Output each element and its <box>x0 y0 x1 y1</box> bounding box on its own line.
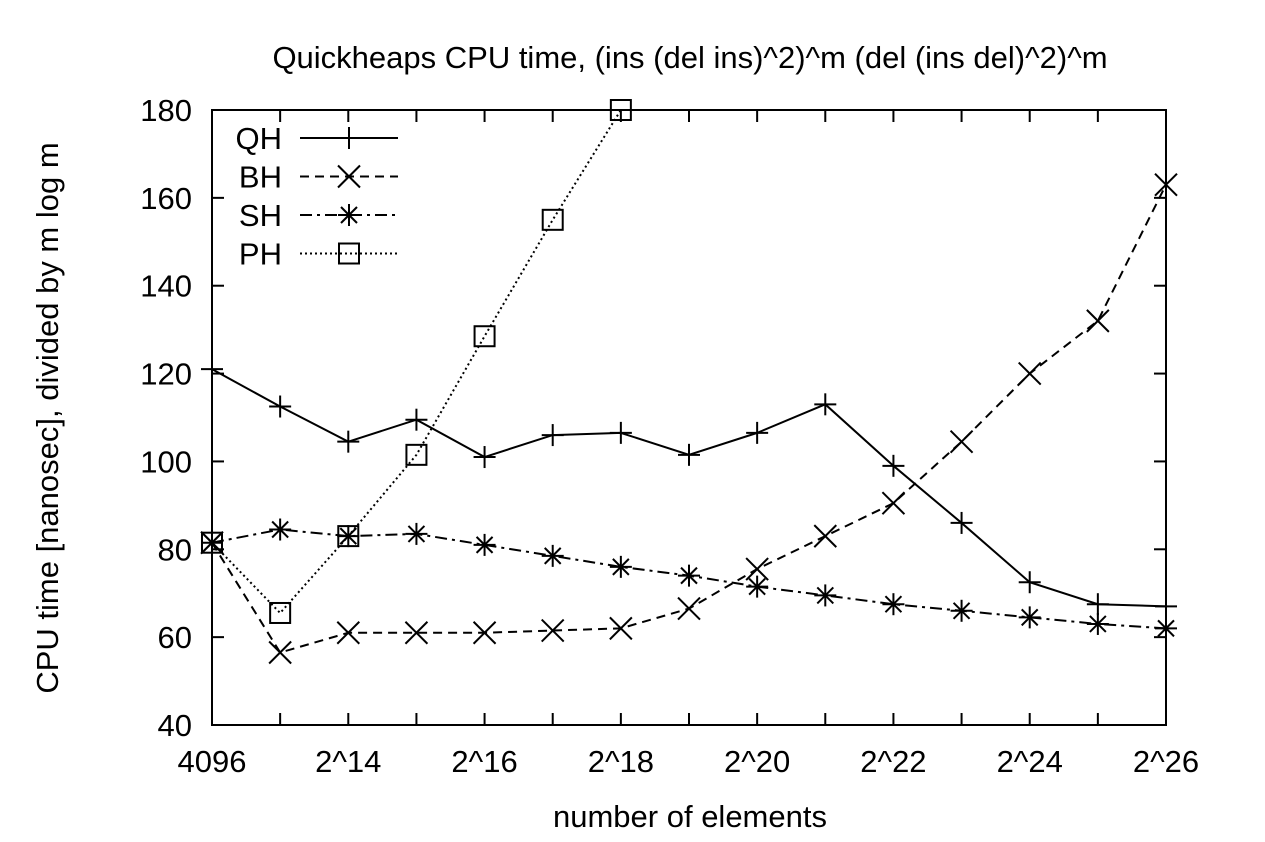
y-tick-label: 100 <box>140 444 192 479</box>
data-point-ph <box>201 531 223 554</box>
data-point-sh <box>678 564 700 587</box>
data-point-qh <box>473 446 496 469</box>
data-point-sh <box>746 575 769 598</box>
data-point-qh <box>814 393 837 416</box>
legend-label-bh: BH <box>239 160 282 195</box>
data-point-bh <box>472 621 497 645</box>
data-point-bh <box>677 596 701 621</box>
data-point-bh <box>949 429 974 454</box>
data-point-bh <box>813 524 837 548</box>
y-tick-label: 180 <box>140 93 192 128</box>
y-tick-label: 80 <box>158 532 192 567</box>
data-point-ph <box>541 208 564 231</box>
data-point-bh <box>609 616 633 641</box>
x-tick-label: 2^20 <box>724 744 790 779</box>
plot-frame <box>211 109 1167 726</box>
data-point-qh <box>269 395 292 418</box>
legend-label-qh: QH <box>236 121 283 156</box>
series-line-ph <box>211 109 622 615</box>
x-tick-label: 2^24 <box>997 744 1063 779</box>
data-point-ph <box>405 443 428 466</box>
data-point-qh <box>609 421 632 444</box>
y-tick-label: 120 <box>140 357 192 392</box>
x-axis-title: number of elements <box>553 799 827 834</box>
x-tick-label: 2^18 <box>588 744 654 779</box>
legend-marker-sh <box>338 204 360 226</box>
data-point-sh <box>950 599 973 622</box>
series-layer <box>200 99 1178 665</box>
data-point-bh <box>745 557 769 581</box>
data-point-qh <box>746 421 769 444</box>
data-point-sh <box>882 593 905 616</box>
data-point-qh <box>541 424 564 447</box>
data-point-sh <box>269 518 292 541</box>
plot-border <box>211 109 1167 726</box>
data-point-ph <box>337 525 360 548</box>
chart-title: Quickheaps CPU time, (ins (del ins)^2)^m… <box>272 40 1107 75</box>
y-axis-title: CPU time [nanosec], divided by m log m <box>30 142 65 693</box>
data-point-qh <box>882 454 905 477</box>
data-point-qh <box>337 430 360 453</box>
data-point-bh <box>1086 309 1110 333</box>
data-point-qh <box>1155 595 1177 618</box>
legend-marker-ph <box>338 242 360 265</box>
data-point-sh <box>541 544 564 567</box>
data-point-sh <box>1086 612 1109 635</box>
data-point-ph <box>269 601 292 624</box>
data-point-qh <box>1086 593 1109 616</box>
axis-ticks: 40 60 80 100 120 140 160 180 4096 2^14 2^16 2^18 2^2… <box>140 93 1199 779</box>
data-point-ph <box>473 325 496 348</box>
data-point-qh <box>405 408 428 431</box>
y-tick-label: 40 <box>158 708 192 743</box>
data-point-sh <box>609 555 632 578</box>
x-tick-label: 2^26 <box>1133 744 1199 779</box>
y-tick-label: 60 <box>158 620 192 655</box>
data-point-sh <box>1018 606 1041 629</box>
legend-marker-bh <box>337 164 361 189</box>
data-point-bh <box>1018 361 1042 386</box>
data-point-bh <box>881 491 906 515</box>
x-tick-label: 2^22 <box>860 744 926 779</box>
legend-label-sh: SH <box>239 198 282 233</box>
data-point-bh <box>404 621 429 645</box>
y-tick-label: 140 <box>140 269 192 304</box>
data-point-bh <box>268 640 292 665</box>
data-point-qh <box>201 358 223 381</box>
data-point-qh <box>1018 571 1041 594</box>
x-tick-label: 4096 <box>178 744 247 779</box>
data-point-qh <box>950 511 973 534</box>
x-tick-label: 2^14 <box>315 744 381 779</box>
data-point-sh <box>1155 617 1177 640</box>
data-point-ph <box>609 99 632 121</box>
data-point-sh <box>473 533 496 556</box>
data-point-bh <box>1154 172 1178 197</box>
x-tick-label: 2^16 <box>451 744 517 779</box>
data-point-bh <box>541 618 565 643</box>
data-point-qh <box>678 443 700 466</box>
legend-label-ph: PH <box>239 237 282 272</box>
legend-marker-qh <box>338 127 360 149</box>
y-tick-label: 160 <box>140 181 192 216</box>
data-point-sh <box>814 584 837 607</box>
data-point-bh <box>336 621 360 645</box>
data-point-sh <box>405 522 428 545</box>
